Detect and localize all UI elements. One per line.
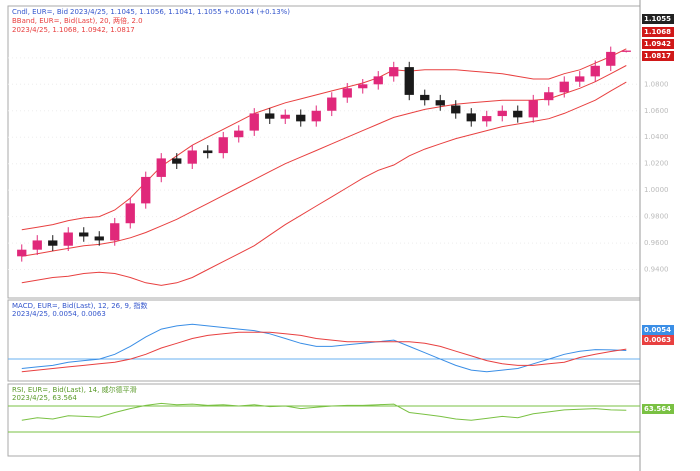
series-line — [21, 65, 627, 257]
price-tag-label: 0.0063 — [644, 336, 671, 344]
price-tag-label: 0.0054 — [644, 326, 671, 334]
candle-body — [94, 236, 104, 241]
candle-body — [141, 176, 151, 204]
candle-body — [482, 116, 492, 122]
candle-body — [451, 105, 461, 114]
candle-body — [79, 232, 89, 237]
candle-body — [249, 113, 259, 131]
candle-body — [234, 130, 244, 138]
candle-body — [342, 88, 352, 98]
price-title: Cndl, EUR=, Bid — [12, 8, 68, 16]
candle-body — [373, 76, 383, 85]
series-line — [21, 48, 627, 231]
candle-body — [420, 94, 430, 101]
price-tag — [642, 27, 674, 37]
candle-body — [389, 67, 399, 77]
series-line — [21, 81, 627, 286]
y-tick-label: 0.9800 — [644, 213, 669, 221]
candle-body — [218, 137, 228, 154]
candle-body — [606, 51, 616, 66]
candle-body — [296, 114, 306, 122]
series-line — [21, 323, 627, 373]
candle-body — [575, 76, 585, 82]
candle-body — [311, 110, 321, 122]
series-line — [21, 402, 627, 421]
candle-body — [621, 50, 631, 52]
candle-body — [497, 110, 507, 117]
macd-title: MACD, EUR=, Bid(Last), 12, 26, 9, 指数 — [12, 301, 147, 310]
y-tick-label: 1.0200 — [644, 160, 669, 168]
candle-body — [590, 65, 600, 77]
price-tag — [642, 14, 674, 24]
candle-body — [559, 81, 569, 93]
candle-body — [404, 67, 414, 95]
macd-subtitle: 2023/4/25, 0.0054, 0.0063 — [12, 310, 106, 318]
candle-body — [544, 92, 554, 101]
price-tag-label: 63.564 — [644, 405, 671, 413]
candle-body — [435, 100, 445, 106]
price-tag-label: 1.0817 — [644, 52, 671, 60]
y-tick-label: 1.0600 — [644, 107, 669, 115]
candle-body — [32, 240, 42, 250]
candle-body — [48, 240, 58, 246]
y-tick-label: 1.0800 — [644, 80, 669, 88]
candle-body — [110, 223, 120, 241]
candle-body — [528, 100, 538, 118]
candle-body — [358, 84, 368, 89]
candle-body — [280, 114, 290, 119]
candle-body — [265, 113, 275, 119]
candle-body — [172, 158, 182, 164]
y-tick-label: 0.9400 — [644, 266, 669, 274]
candle-body — [203, 150, 213, 154]
candle-body — [125, 203, 135, 224]
rsi-subtitle: 2023/4/25, 63.564 — [12, 394, 77, 402]
rsi-title: RSI, EUR=, Bid(Last), 14, 威尔德平滑 — [12, 385, 137, 394]
price-subtitle: 2023/4/25, 1.1045, 1.1056, 1.1041, 1.105… — [70, 8, 290, 16]
y-tick-label: 1.0400 — [644, 133, 669, 141]
band-subtitle: 2023/4/25, 1.1068, 1.0942, 1.0817 — [12, 26, 135, 34]
candle-body — [466, 113, 476, 122]
price-tag — [642, 51, 674, 61]
candle-body — [63, 232, 73, 246]
candle-body — [17, 249, 27, 257]
price-tag — [642, 39, 674, 49]
y-tick-label: 0.9600 — [644, 239, 669, 247]
series-line — [21, 331, 627, 373]
price-tag — [642, 325, 674, 335]
candle-body — [187, 150, 197, 164]
price-tag — [642, 335, 674, 345]
candle-body — [156, 158, 166, 177]
price-tag — [642, 404, 674, 414]
candle-body — [513, 110, 523, 118]
price-tag-label: 1.1068 — [644, 28, 671, 36]
y-tick-label: 1.0000 — [644, 186, 669, 194]
candle-body — [327, 97, 337, 111]
price-tag-label: 1.0942 — [644, 40, 671, 48]
price-tag-label: 1.1055 — [644, 15, 671, 23]
band-title: BBand, EUR=, Bid(Last), 20, 两倍, 2.0 — [12, 16, 143, 25]
